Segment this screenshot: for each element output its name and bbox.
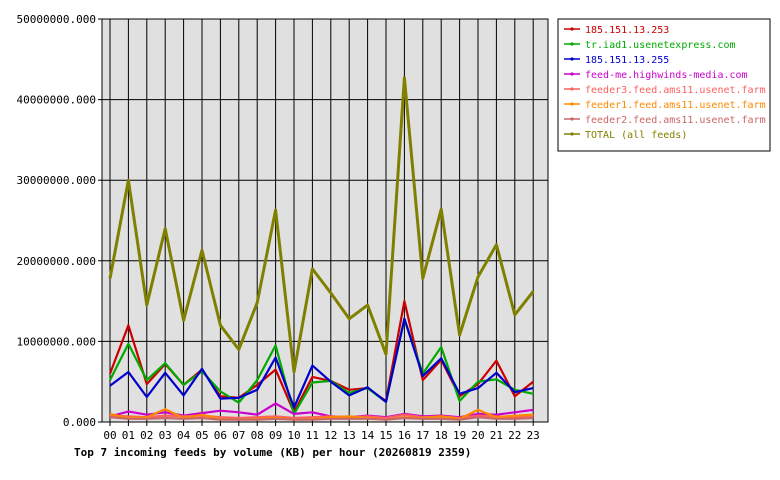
series-line-5 (109, 408, 534, 421)
y-tick-label: 50000000.000 (17, 13, 96, 26)
legend-entry: feeder3.feed.ams11.usenet.farm (585, 85, 766, 96)
chart-title: Top 7 incoming feeds by volume (KB) per … (74, 446, 471, 459)
legend-marker (570, 42, 574, 46)
x-tick-label: 05 (195, 429, 208, 442)
x-tick-label: 09 (269, 429, 282, 442)
legend-box (557, 18, 771, 152)
x-tick-label: 14 (361, 429, 375, 442)
x-tick-label: 17 (416, 429, 429, 442)
x-tick-label: 11 (306, 429, 319, 442)
x-tick-label: 13 (343, 429, 356, 442)
legend-marker (570, 87, 574, 91)
x-tick-label: 08 (251, 429, 264, 442)
x-tick-label: 00 (103, 429, 116, 442)
x-tick-label: 21 (490, 429, 503, 442)
y-tick-label: 40000000.000 (17, 94, 96, 107)
x-tick-label: 22 (508, 429, 521, 442)
legend-entry: tr.iad1.usenetexpress.com (585, 40, 736, 51)
x-tick-label: 10 (287, 429, 300, 442)
x-tick-label: 01 (122, 429, 135, 442)
y-tick-label: 30000000.000 (17, 174, 96, 187)
legend-entry: TOTAL (all feeds) (585, 130, 687, 141)
y-tick-label: 10000000.000 (17, 335, 96, 348)
x-tick-label: 04 (177, 429, 191, 442)
x-tick-label: 23 (527, 429, 540, 442)
x-tick-label: 06 (214, 429, 227, 442)
x-tick-label: 12 (324, 429, 337, 442)
x-tick-label: 15 (379, 429, 392, 442)
legend-marker (570, 27, 574, 31)
plot-area (101, 18, 549, 423)
series-line-1 (109, 317, 534, 415)
legend-marker (570, 72, 574, 76)
y-axis-ticks: 0.000 10000000.000 20000000.000 30000000.00… (17, 13, 102, 429)
y-tick-label: 0.000 (63, 416, 96, 429)
x-tick-label: 19 (453, 429, 466, 442)
legend-entry: feeder1.feed.ams11.usenet.farm (585, 100, 766, 111)
x-axis-ticks: 00 01 02 03 04 05 06 07 08 09 10 11 12 13 14 15 16 17 18 19… (103, 422, 540, 442)
legend-entry: feeder2.feed.ams11.usenet.farm (585, 115, 766, 126)
x-tick-label: 02 (140, 429, 153, 442)
series-line-2 (109, 317, 534, 409)
x-tick-label: 07 (232, 429, 245, 442)
y-tick-label: 20000000.000 (17, 255, 96, 268)
legend: 185.151.13.253 tr.iad1.usenetexpress.com 1… (557, 18, 771, 152)
x-tick-label: 03 (159, 429, 172, 442)
legend-marker (570, 132, 574, 136)
x-tick-label: 16 (398, 429, 411, 442)
legend-marker (570, 117, 574, 121)
legend-entry: 185.151.13.255 (585, 55, 669, 66)
x-tick-label: 18 (435, 429, 448, 442)
series-lines (108, 76, 535, 421)
series-line-7 (108, 76, 535, 374)
x-tick-label: 20 (471, 429, 484, 442)
series-line-6 (109, 416, 534, 421)
legend-marker (570, 57, 574, 61)
legend-entry: 185.151.13.253 (585, 25, 669, 36)
legend-entry: feed-me.highwinds-media.com (585, 70, 748, 81)
legend-marker (570, 102, 574, 106)
